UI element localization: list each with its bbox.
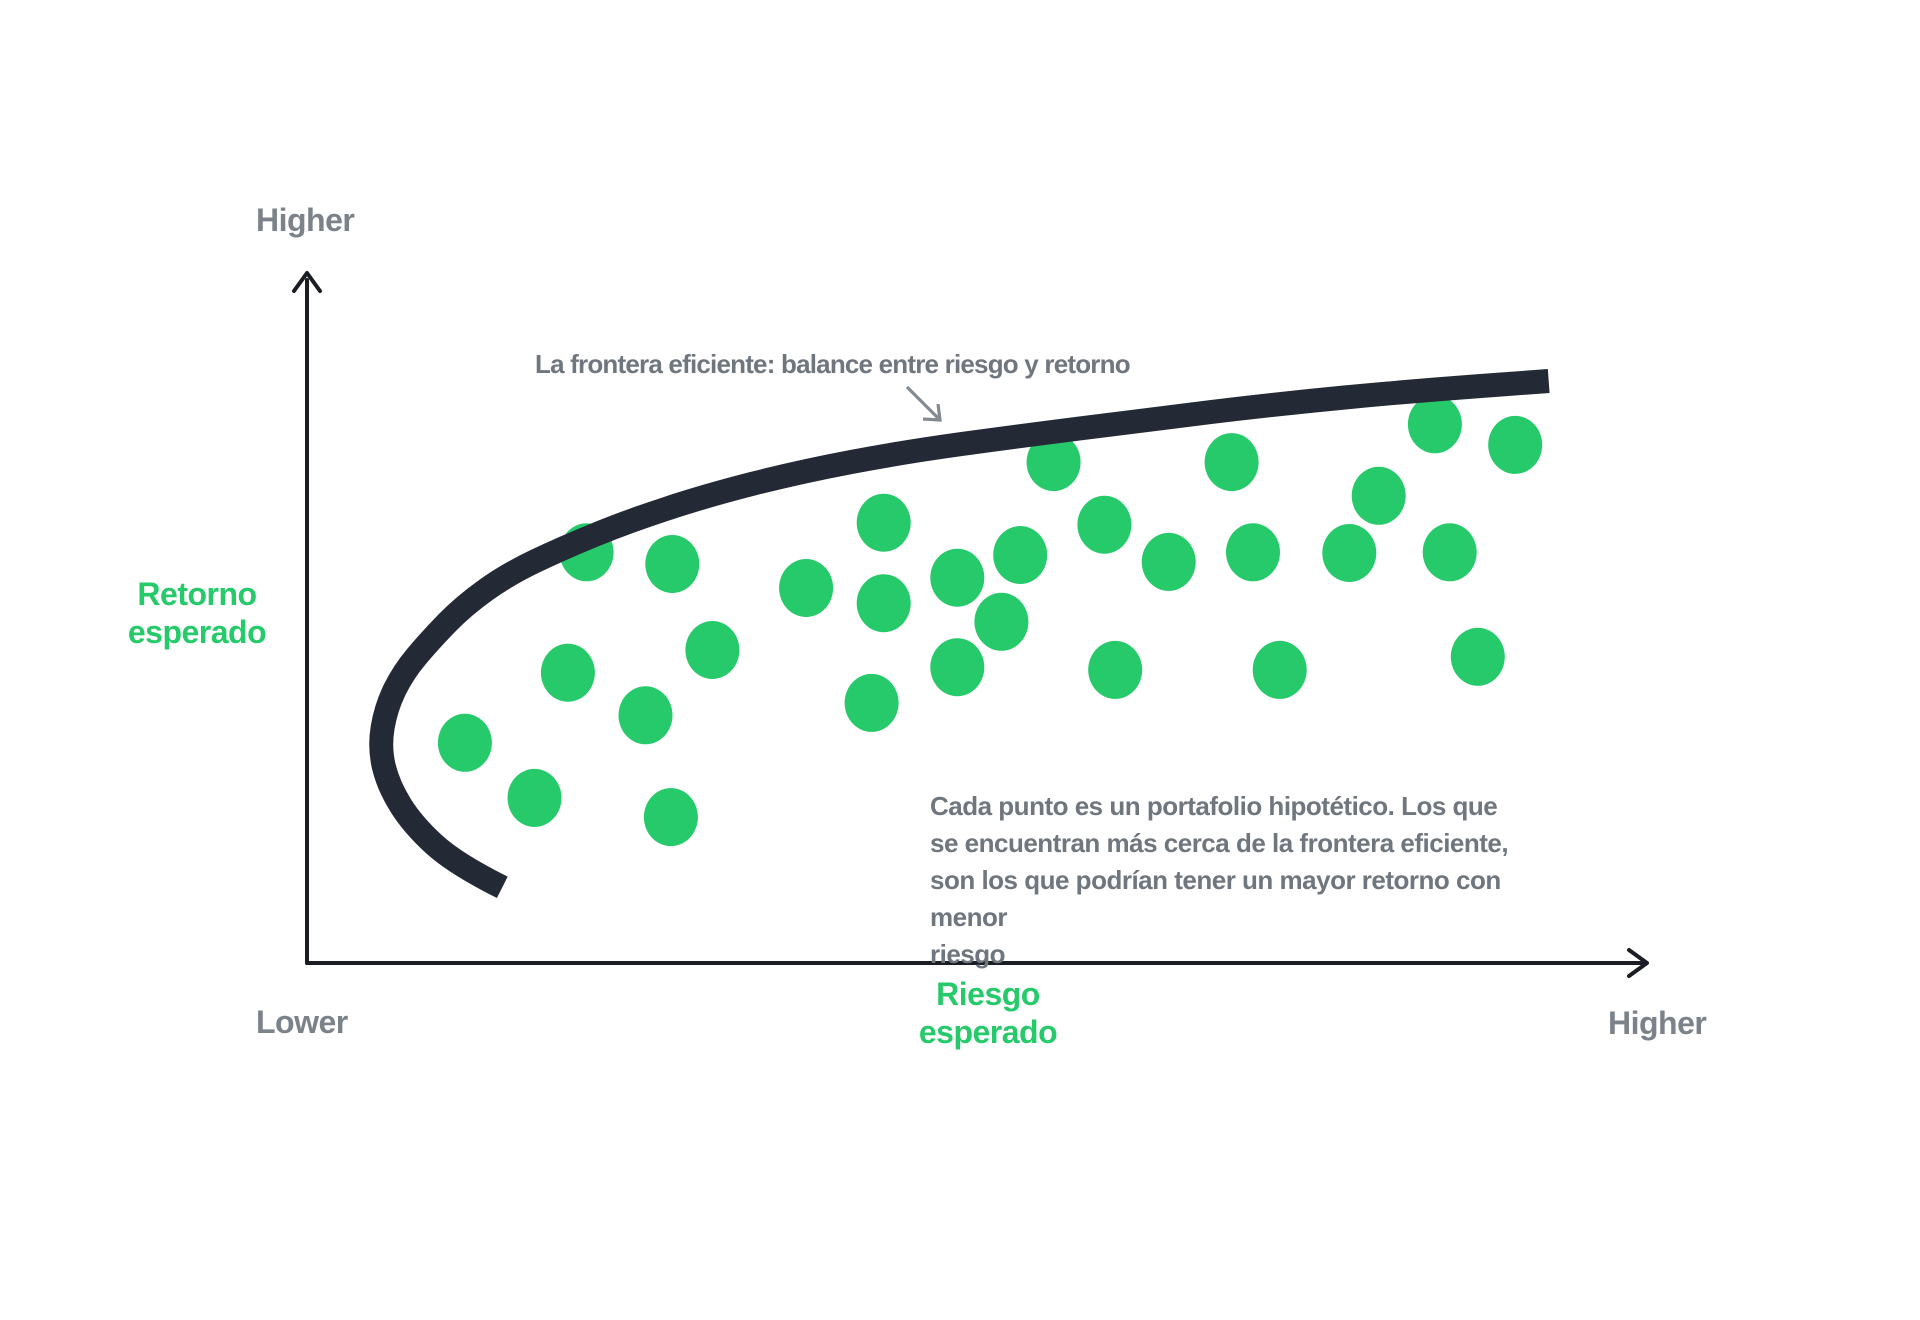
portfolio-dot — [1407, 395, 1462, 454]
portfolio-dot — [1351, 466, 1406, 525]
portfolio-dot — [1088, 640, 1143, 699]
portfolio-dot — [993, 526, 1048, 584]
portfolio-dot — [1141, 532, 1196, 591]
portfolio-dot — [1422, 523, 1477, 582]
y-axis-higher-label: Higher — [256, 202, 355, 238]
portfolio-dot — [856, 574, 911, 633]
portfolio-dot — [1450, 627, 1505, 686]
portfolio-dot — [779, 559, 834, 617]
portfolio-dot — [1252, 640, 1307, 699]
portfolio-dot — [618, 686, 673, 745]
portfolio-dot — [540, 643, 595, 702]
portfolio-dot — [643, 788, 698, 847]
y-axis-title: Retorno esperado — [127, 576, 267, 650]
portfolio-dot — [1026, 433, 1081, 492]
portfolio-dot — [507, 768, 562, 827]
axes — [292, 271, 1649, 978]
portfolio-dot — [645, 535, 700, 593]
efficient-frontier-curve — [369, 369, 1550, 899]
portfolio-dot — [1077, 495, 1132, 554]
portfolio-dot — [930, 548, 985, 607]
x-axis-title: Riesgo esperado — [918, 976, 1058, 1050]
portfolio-dot — [1204, 433, 1259, 492]
x-axis-lower-label: Lower — [256, 1004, 348, 1040]
y-axis-arrow-icon — [292, 271, 322, 293]
portfolio-dot — [844, 673, 899, 732]
x-axis-arrow-icon — [1627, 948, 1649, 978]
portfolio-dot — [1226, 523, 1280, 582]
portfolio-dot — [856, 493, 911, 552]
portfolio-dot — [685, 621, 740, 679]
frontier-annotation-title: La frontera eficiente: balance entre rie… — [535, 349, 1131, 379]
portfolio-dot — [930, 638, 985, 697]
portfolio-dot — [437, 713, 492, 772]
x-axis-higher-label: Higher — [1608, 1005, 1707, 1041]
annotation-arrow-icon — [905, 385, 942, 422]
portfolio-annotation-note: Cada punto es un portafolio hipotético. … — [930, 791, 1509, 969]
portfolio-dot — [974, 592, 1029, 651]
portfolio-dots — [437, 395, 1543, 847]
portfolio-dot — [1322, 524, 1377, 582]
portfolio-dot — [1488, 415, 1543, 474]
